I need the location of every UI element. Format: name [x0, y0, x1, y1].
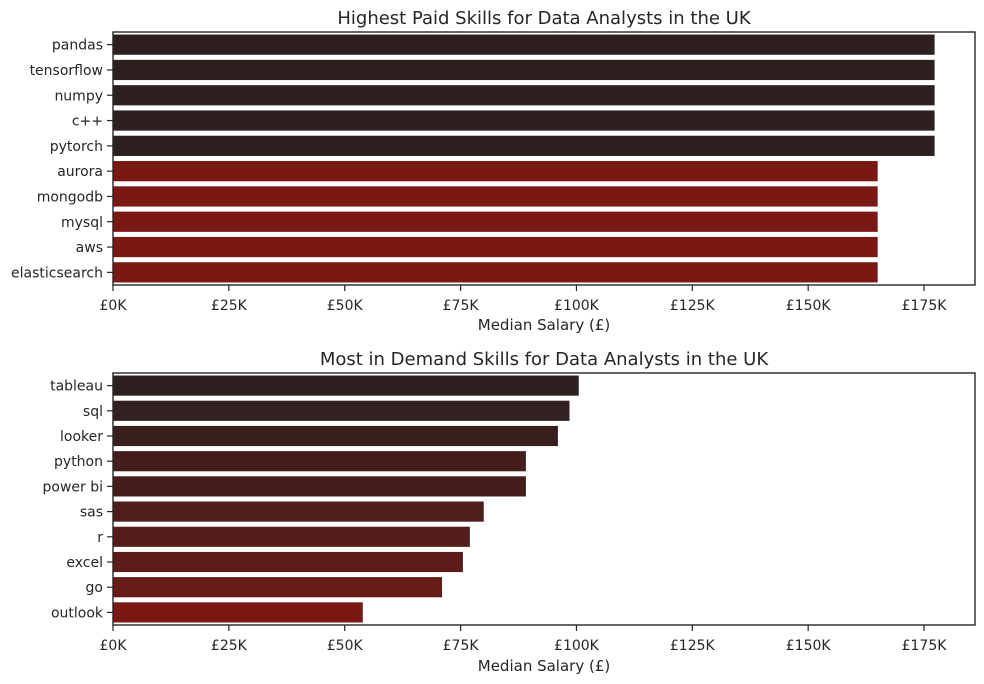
highest-paid-bar-pandas: [113, 34, 935, 55]
most-in-demand-bar-power-bi: [113, 476, 526, 497]
most-in-demand-bar-sas: [113, 501, 484, 522]
most-in-demand-ytick-label: outlook: [51, 605, 104, 621]
highest-paid-x-axis-label: Median Salary (£): [478, 316, 610, 334]
highest-paid-bar-elasticsearch: [113, 262, 878, 283]
most-in-demand-bar-python: [113, 451, 526, 472]
most-in-demand-bar-excel: [113, 551, 463, 573]
most-in-demand-xtick-label: £100K: [554, 638, 600, 654]
highest-paid-chart-title: Highest Paid Skills for Data Analysts in…: [337, 8, 751, 29]
most-in-demand-ytick-label: python: [54, 454, 103, 470]
most-in-demand-bar-go: [113, 577, 443, 598]
most-in-demand-bar-r: [113, 526, 470, 547]
highest-paid-bar-pytorch: [113, 135, 935, 156]
highest-paid-xtick-label: £100K: [554, 298, 600, 314]
highest-paid-ytick-label: pandas: [52, 38, 103, 54]
most-in-demand-ytick-label: sas: [80, 505, 103, 521]
highest-paid-xtick-label: £150K: [786, 298, 832, 314]
highest-paid-ytick-label: aurora: [57, 164, 103, 180]
most-in-demand-bar-outlook: [113, 602, 363, 623]
most-in-demand-ytick-label: power bi: [43, 479, 104, 495]
highest-paid-ytick-label: elasticsearch: [11, 265, 103, 281]
highest-paid-xtick-label: £125K: [670, 298, 716, 314]
highest-paid-ytick-label: numpy: [54, 88, 103, 104]
most-in-demand-x-axis-label: Median Salary (£): [478, 657, 610, 675]
highest-paid-ytick-label: mongodb: [37, 189, 103, 205]
highest-paid-ytick-label: mysql: [61, 215, 103, 231]
most-in-demand-ytick-label: sql: [83, 404, 103, 420]
highest-paid-xtick-label: £75K: [443, 298, 480, 314]
most-in-demand-xtick-label: £0K: [100, 638, 128, 654]
most-in-demand-xtick-label: £125K: [670, 638, 716, 654]
highest-paid-xtick-label: £175K: [902, 298, 948, 314]
highest-paid-bar-aws: [113, 236, 878, 258]
most-in-demand-xtick-label: £50K: [327, 638, 364, 654]
highest-paid-bar-aurora: [113, 161, 878, 182]
most-in-demand-xtick-label: £25K: [211, 638, 248, 654]
highest-paid-ytick-label: c++: [72, 114, 103, 130]
highest-paid-ytick-label: pytorch: [50, 139, 103, 155]
highest-paid-bar-c-: [113, 110, 935, 131]
highest-paid-bar-mongodb: [113, 186, 878, 207]
highest-paid-ytick-label: tensorflow: [30, 63, 103, 79]
most-in-demand-chart-title: Most in Demand Skills for Data Analysts …: [320, 349, 770, 370]
most-in-demand-axes-frame: [112, 372, 976, 626]
most-in-demand-ytick-label: go: [86, 580, 103, 596]
most-in-demand-xtick-label: £175K: [902, 638, 948, 654]
highest-paid-bar-mysql: [113, 211, 878, 232]
highest-paid-ytick-label: aws: [76, 240, 103, 256]
most-in-demand-ytick-label: excel: [66, 555, 103, 571]
most-in-demand-bar-looker: [113, 425, 558, 447]
highest-paid-xtick-label: £25K: [211, 298, 248, 314]
most-in-demand-xtick-label: £75K: [443, 638, 480, 654]
most-in-demand-ytick-label: r: [97, 530, 103, 546]
highest-paid-xtick-label: £0K: [100, 298, 128, 314]
highest-paid-xtick-label: £50K: [327, 298, 364, 314]
most-in-demand-bar-tableau: [113, 375, 579, 396]
chart-panel-most-in-demand: Most in Demand Skills for Data Analysts …: [43, 349, 976, 675]
most-in-demand-bar-sql: [113, 400, 570, 421]
highest-paid-bar-numpy: [113, 85, 935, 106]
highest-paid-axes-frame: [112, 31, 976, 286]
most-in-demand-xtick-label: £150K: [786, 638, 832, 654]
most-in-demand-ytick-label: tableau: [50, 379, 103, 395]
most-in-demand-ytick-label: looker: [60, 429, 103, 445]
chart-panel-highest-paid: Highest Paid Skills for Data Analysts in…: [11, 8, 976, 334]
highest-paid-bar-tensorflow: [113, 59, 935, 81]
